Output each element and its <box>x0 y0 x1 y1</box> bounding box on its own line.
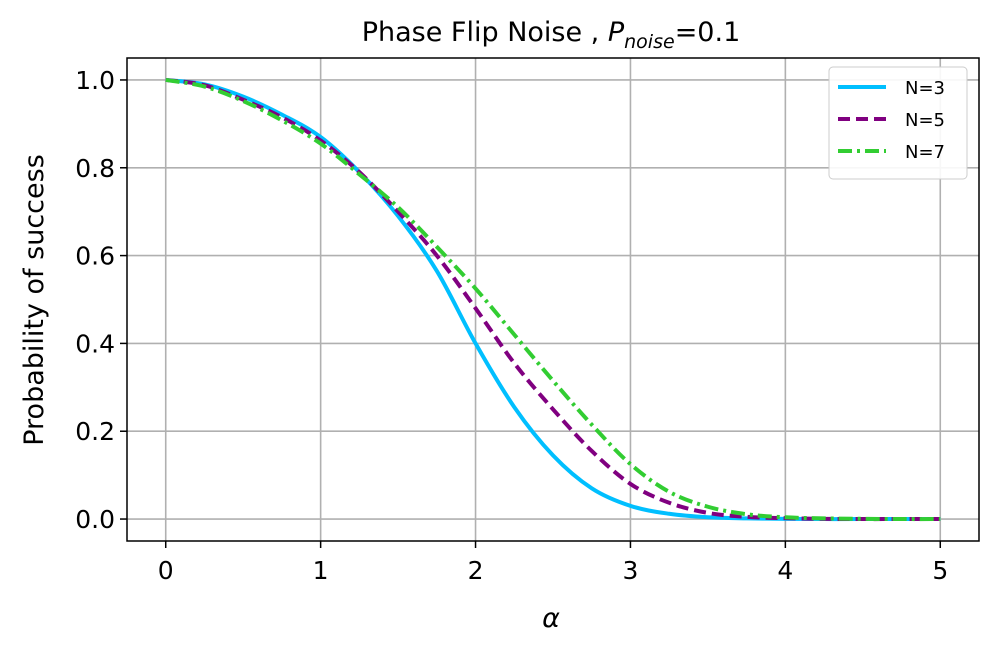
x-tick-label: 3 <box>623 556 639 585</box>
series-lines <box>165 77 941 522</box>
legend-box <box>828 66 968 180</box>
y-tick-label: 0.2 <box>75 417 115 446</box>
x-tick-label: 4 <box>777 556 793 585</box>
plot-frame <box>126 57 980 542</box>
series-line-1 <box>165 77 941 522</box>
x-tick-label: 2 <box>468 556 484 585</box>
series-line-3 <box>165 77 941 522</box>
y-tick-label: 0.4 <box>75 329 115 358</box>
chart-title: Phase Flip Noise , Pnoise=0.1 <box>362 17 741 53</box>
ticks: 0 1 2 3 4 5 0.0 0.2 0.4 0.6 0.8 1.0 <box>75 66 948 585</box>
x-tick-label: 5 <box>932 556 948 585</box>
x-tick-label: 0 <box>158 556 174 585</box>
legend-label-1: N=3 <box>905 78 945 99</box>
y-axis-label: Probability of success <box>19 154 50 446</box>
y-tick-label: 0.0 <box>75 505 115 534</box>
legend-label-3: N=7 <box>905 142 945 163</box>
x-tick-label: 1 <box>313 556 329 585</box>
x-axis-label: α <box>542 603 560 634</box>
y-tick-label: 0.6 <box>75 242 115 271</box>
y-tick-label: 0.8 <box>75 154 115 183</box>
y-tick-label: 1.0 <box>75 66 115 95</box>
legend-label-2: N=5 <box>905 110 945 131</box>
series-line-2 <box>165 77 941 522</box>
legend: N=3 N=5 N=7 <box>828 66 968 180</box>
